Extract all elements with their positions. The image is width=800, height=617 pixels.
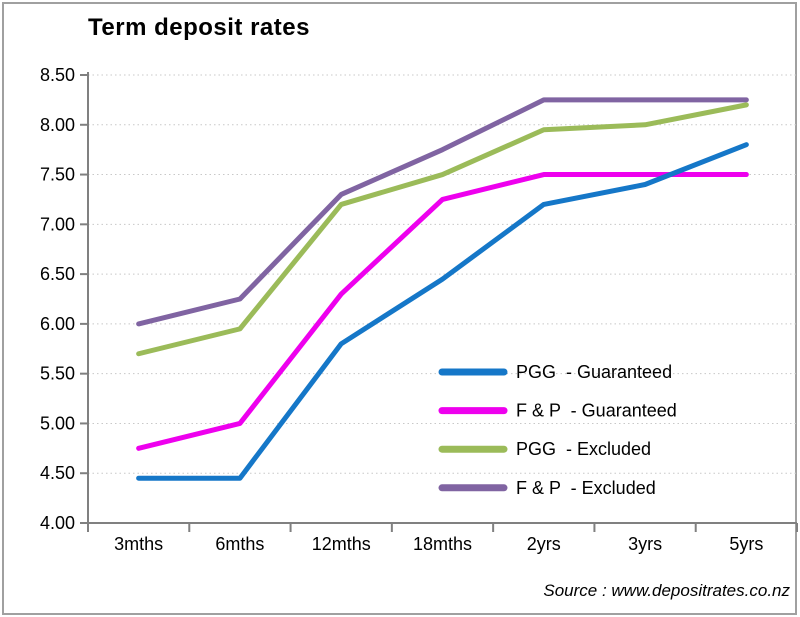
y-tick-label: 5.50 [40, 364, 75, 384]
series-line-3 [136, 97, 749, 327]
y-tick-label: 4.00 [40, 513, 75, 533]
x-tick-label: 2yrs [527, 534, 561, 554]
legend-label: F & P - Guaranteed [516, 401, 677, 421]
x-tick-label: 5yrs [729, 534, 763, 554]
y-tick-label: 7.50 [40, 165, 75, 185]
y-tick-label: 8.00 [40, 115, 75, 135]
x-tick-label: 6mths [215, 534, 264, 554]
series-line-2 [136, 102, 749, 357]
y-tick-label: 7.00 [40, 214, 75, 234]
y-tick-label: 6.50 [40, 264, 75, 284]
y-tick-label: 6.00 [40, 314, 75, 334]
legend-label: F & P - Excluded [516, 478, 656, 498]
x-tick-label: 12mths [312, 534, 371, 554]
chart-title: Term deposit rates [88, 14, 310, 41]
y-tick-label: 4.50 [40, 463, 75, 483]
legend-label: PGG - Guaranteed [516, 362, 672, 382]
series-line-1 [136, 172, 749, 451]
source-credit: Source : www.depositrates.co.nz [543, 581, 790, 600]
series-line-0 [136, 142, 749, 481]
y-tick-label: 5.00 [40, 413, 75, 433]
y-tick-label: 8.50 [40, 65, 75, 85]
legend-label: PGG - Excluded [516, 439, 651, 459]
x-tick-label: 3yrs [628, 534, 662, 554]
x-tick-label: 3mths [114, 534, 163, 554]
x-tick-label: 18mths [413, 534, 472, 554]
